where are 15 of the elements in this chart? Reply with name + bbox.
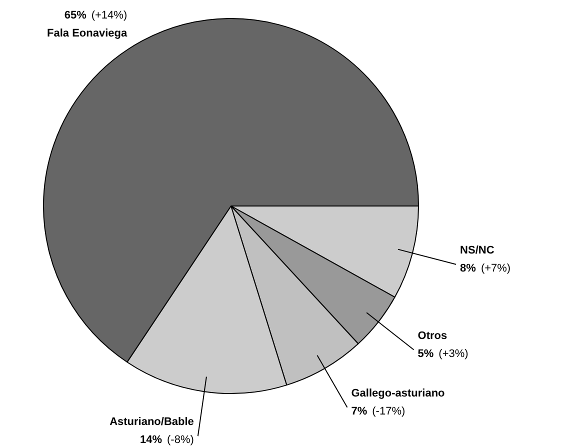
- text: (+3%): [438, 348, 468, 360]
- slice-label: Asturiano/Bable: [110, 416, 194, 428]
- slice-label: NS/NC: [460, 244, 494, 256]
- data-label: 65%: [64, 10, 87, 22]
- data-label: 14%: [140, 434, 162, 446]
- slice-label: Fala Eonaviega: [47, 28, 128, 40]
- data-label: 7%: [351, 405, 368, 418]
- slice-label: Gallego-asturiano: [351, 387, 446, 400]
- text: (+7%): [480, 262, 511, 274]
- text: (+14%): [91, 10, 128, 22]
- text: (-17%): [372, 405, 406, 418]
- text: (-8%): [167, 434, 194, 446]
- slice-label: Otros: [418, 330, 448, 342]
- data-label: 5%: [418, 348, 434, 360]
- data-label: 8%: [460, 262, 476, 274]
